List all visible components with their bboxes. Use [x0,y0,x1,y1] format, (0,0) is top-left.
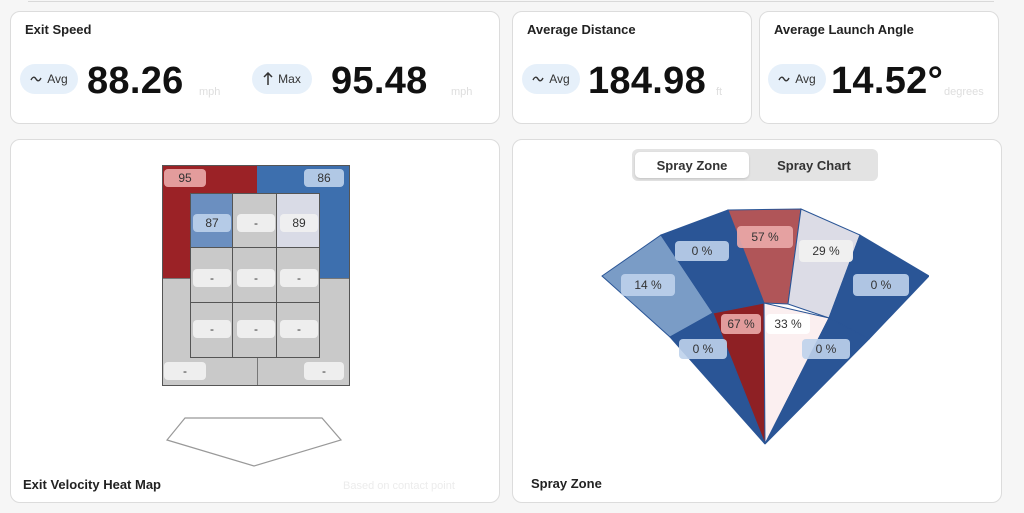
spray-inner-label-1: 0 % [679,339,727,359]
spray-outer-label-1: 14 % [621,274,675,296]
average-distance-card: Average Distance Avg 184.98 ft [512,11,752,124]
spray-outer-label-5: 0 % [853,274,909,296]
tab-spray-chart[interactable]: Spray Chart [777,157,851,173]
wave-icon [532,76,544,82]
heat-map-card: 95 86 - - 87 - 89 - - - - - - Exit Veloc… [10,139,500,503]
exit-speed-max-value: 95.48 [331,60,428,102]
tab-spray-zone[interactable]: Spray Zone [635,152,749,178]
avg-pill: Avg [768,64,826,94]
wave-icon [778,76,790,82]
zone-inner-5-label: - [237,269,275,287]
avg-pill: Avg [20,64,78,94]
spray-zone-title: Spray Zone [531,476,602,491]
exit-speed-avg-unit: mph [199,86,221,98]
heat-map-title: Exit Velocity Heat Map [23,477,161,492]
average-launch-angle-unit: degrees [944,86,984,98]
exit-speed-max-unit: mph [451,86,473,98]
arrow-up-icon [263,72,273,85]
exit-speed-avg-value: 88.26 [87,60,184,102]
average-distance-title: Average Distance [527,22,636,37]
max-pill: Max [252,64,312,94]
max-label: Max [278,72,301,86]
zone-outer-top-right-label: 86 [304,169,344,187]
spray-outer-label-2: 0 % [675,241,729,261]
avg-label: Avg [795,72,816,86]
zone-inner-1-label: 87 [193,214,231,232]
average-distance-unit: ft [716,86,723,98]
zone-outer-bottom-left-label: - [164,362,206,380]
zone-outer-bottom-right-label: - [304,362,344,380]
spray-outer-label-4: 29 % [799,240,853,262]
home-plate-icon [165,417,343,467]
spray-zone-card: Spray Zone Spray Chart 14 % 0 % 57 % 29 … [512,139,1002,503]
top-divider [28,0,994,2]
spray-view-toggle: Spray Zone Spray Chart [632,149,878,181]
grid-border [162,165,350,386]
spray-inner-label-4: 0 % [802,339,850,359]
heat-map-note: Based on contact point [343,480,455,492]
avg-label: Avg [549,72,570,86]
avg-pill: Avg [522,64,580,94]
average-launch-angle-value: 14.52° [831,60,944,102]
average-launch-angle-card: Average Launch Angle Avg 14.52° degrees [759,11,999,124]
average-launch-angle-title: Average Launch Angle [774,22,914,37]
zone-inner-3-label: 89 [280,214,318,232]
inner-grid [190,193,320,358]
wave-icon [30,76,42,82]
zone-inner-6-label: - [280,269,318,287]
avg-label: Avg [47,72,68,86]
exit-speed-title: Exit Speed [25,22,92,37]
spray-inner-label-2: 67 % [721,314,761,334]
zone-inner-4-label: - [193,269,231,287]
spray-inner-label-3: 33 % [766,314,810,334]
zone-outer-top-left-label: 95 [164,169,206,187]
zone-inner-2-label: - [237,214,275,232]
spray-outer-label-3: 57 % [737,226,793,248]
strike-zone-grid: 95 86 - - 87 - 89 - - - - - - [162,165,350,386]
zone-inner-8-label: - [237,320,275,338]
exit-speed-card: Exit Speed Avg 88.26 mph Max 95.48 mph [10,11,500,124]
zone-inner-7-label: - [193,320,231,338]
average-distance-value: 184.98 [588,60,707,102]
zone-inner-9-label: - [280,320,318,338]
